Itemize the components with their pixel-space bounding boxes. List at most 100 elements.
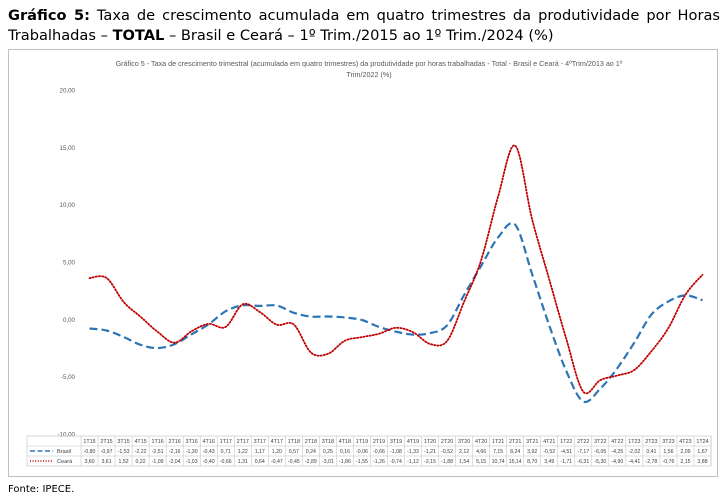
data-label: 2,12 [459,449,469,455]
x-tick-label: 2T17 [237,439,249,445]
y-tick-label: 10,00 [60,202,76,209]
data-label: -2,02 [628,449,640,455]
y-tick-label: 20,00 [60,88,76,95]
x-tick-label: 4T20 [475,439,487,445]
x-tick-label: 3T23 [662,439,674,445]
data-label: -1,55 [356,459,368,465]
data-label: 1,52 [119,459,129,465]
data-label: 0,24 [306,449,316,455]
x-tick-label: 3T15 [117,439,129,445]
data-label: -0,52 [543,449,555,455]
data-label: -4,25 [611,449,623,455]
x-tick-label: 1T21 [492,439,504,445]
data-label: -1,21 [424,449,436,455]
data-label: -1,03 [186,459,198,465]
data-label: 2,15 [680,459,690,465]
line-chart: 20,00 15,00 10,00 5,00 0,00 -5,00 -10,00 1T15 2T… [26,88,712,467]
data-label: -2,16 [169,449,181,455]
data-label: -6,05 [594,449,606,455]
x-tick-label: 1T22 [560,439,572,445]
x-tick-label: 3T18 [322,439,334,445]
x-tick-label: 4T17 [271,439,283,445]
x-tick-label: 1T15 [83,439,95,445]
x-tick-label: 4T18 [339,439,351,445]
data-label: 7,15 [493,449,503,455]
x-tick-label: 1T20 [424,439,436,445]
data-label: -2,89 [305,459,317,465]
x-tick-label: 2T21 [509,439,521,445]
data-label: -0,47 [271,459,283,465]
data-label: -0,43 [203,449,215,455]
data-label: -1,33 [407,449,419,455]
data-label: -4,41 [628,459,640,465]
heading-text-1: Taxa de crescimento acumulada em quatro … [8,7,720,44]
data-label: 3,88 [697,459,707,465]
heading-bold: TOTAL [112,27,165,44]
data-label: 1,20 [272,449,282,455]
x-tick-label: 4T23 [679,439,691,445]
data-label: -1,71 [560,459,572,465]
x-tick-label: 1T23 [628,439,640,445]
x-tick-label: 4T22 [611,439,623,445]
x-tick-label: 2T23 [645,439,657,445]
data-label: -1,26 [373,459,385,465]
data-label: -0,97 [101,449,113,455]
x-tick-label: 3T19 [390,439,402,445]
data-label: -3,01 [322,459,334,465]
x-tick-label: 3T21 [526,439,538,445]
x-tick-label: 2T19 [373,439,385,445]
x-tick-label: 2T22 [577,439,589,445]
series-line-brasil [89,222,703,404]
data-label: 1,67 [697,449,707,455]
series-line-cear [88,144,704,395]
data-label: -0,40 [203,459,215,465]
x-tick-label: 4T16 [203,439,215,445]
data-label: 3,49 [544,459,554,465]
data-label: 0,25 [323,449,333,455]
x-tick-label: 1T17 [220,439,232,445]
data-label: 10,74 [492,459,505,465]
data-label: -4,90 [611,459,623,465]
data-label: 4,66 [476,449,486,455]
data-label: 8,70 [527,459,537,465]
data-label: -4,51 [560,449,572,455]
data-label: 1,22 [238,449,248,455]
data-label: -2,22 [135,449,147,455]
data-label: -0,76 [663,459,675,465]
data-label: 0,22 [136,459,146,465]
x-tick-label: 3T20 [458,439,470,445]
data-label: -1,30 [186,449,198,455]
x-tick-label: 2T20 [441,439,453,445]
data-label: 0,16 [340,449,350,455]
data-label: 3,60 [84,459,94,465]
heading-text-2: – Brasil e Ceará – 1º Trim./2015 ao 1º T… [164,27,554,44]
chart-title: Gráfico 5 - Taxa de crescimento trimestr… [69,58,669,80]
data-label: -0,06 [356,449,368,455]
x-tick-label: 4T19 [407,439,419,445]
data-label: -1,12 [407,459,419,465]
y-tick-label: 15,00 [60,145,76,152]
data-label: 15,14 [509,459,522,465]
x-tick-label: 4T15 [134,439,146,445]
data-label: 1,54 [459,459,469,465]
data-label: -2,51 [152,449,164,455]
data-label: 1,31 [238,459,248,465]
data-label: -1,08 [390,449,402,455]
x-tick-label: 2T15 [100,439,112,445]
data-label: -1,09 [152,459,164,465]
data-label: 1,56 [663,449,673,455]
source-note: Fonte: IPECE. [8,484,75,495]
x-tick-label: 1T18 [288,439,300,445]
data-label: -7,17 [577,449,589,455]
data-label: -2,15 [424,459,436,465]
x-tick-label: 3T22 [594,439,606,445]
data-label: 2,09 [680,449,690,455]
data-label: -0,66 [373,449,385,455]
y-tick-label: -10,00 [57,432,75,439]
data-label: 3,92 [527,449,537,455]
x-tick-label: 3T16 [186,439,198,445]
page-heading: Gráfico 5: Taxa de crescimento acumulada… [8,6,720,46]
data-label: 8,24 [510,449,520,455]
chart-title-line-2: Trim/2022 (%) [346,70,392,79]
data-label: -1,86 [339,459,351,465]
